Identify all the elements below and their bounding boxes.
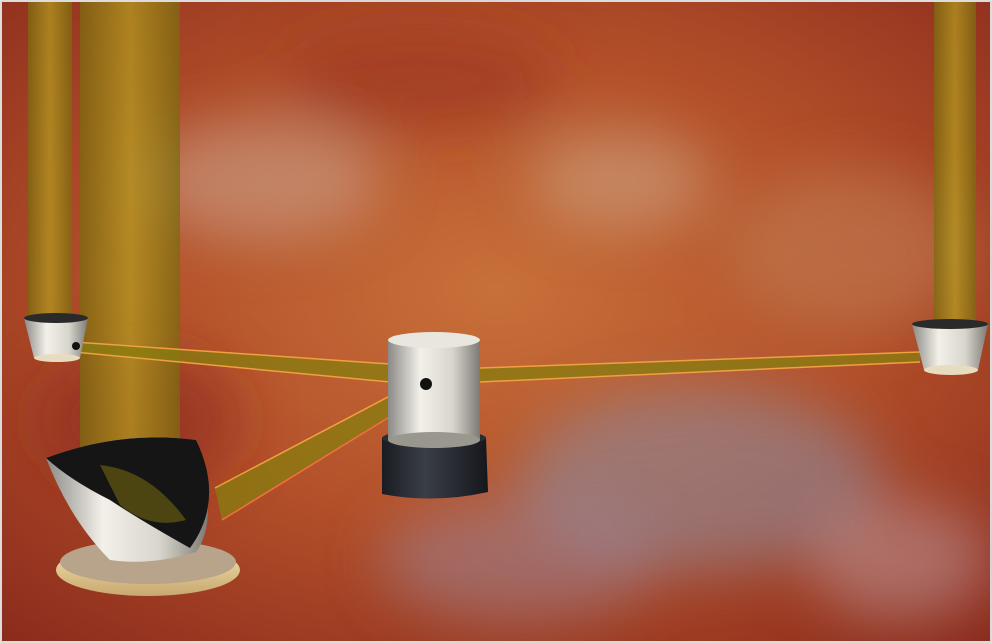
beam-combiner [382, 332, 488, 499]
telescope-large [46, 437, 240, 596]
light-beam [934, 2, 976, 324]
telescope-right [912, 319, 988, 375]
light-beam [28, 2, 72, 320]
telescope-left [24, 313, 88, 362]
relay-beams [73, 341, 921, 521]
light-beam [80, 2, 180, 457]
